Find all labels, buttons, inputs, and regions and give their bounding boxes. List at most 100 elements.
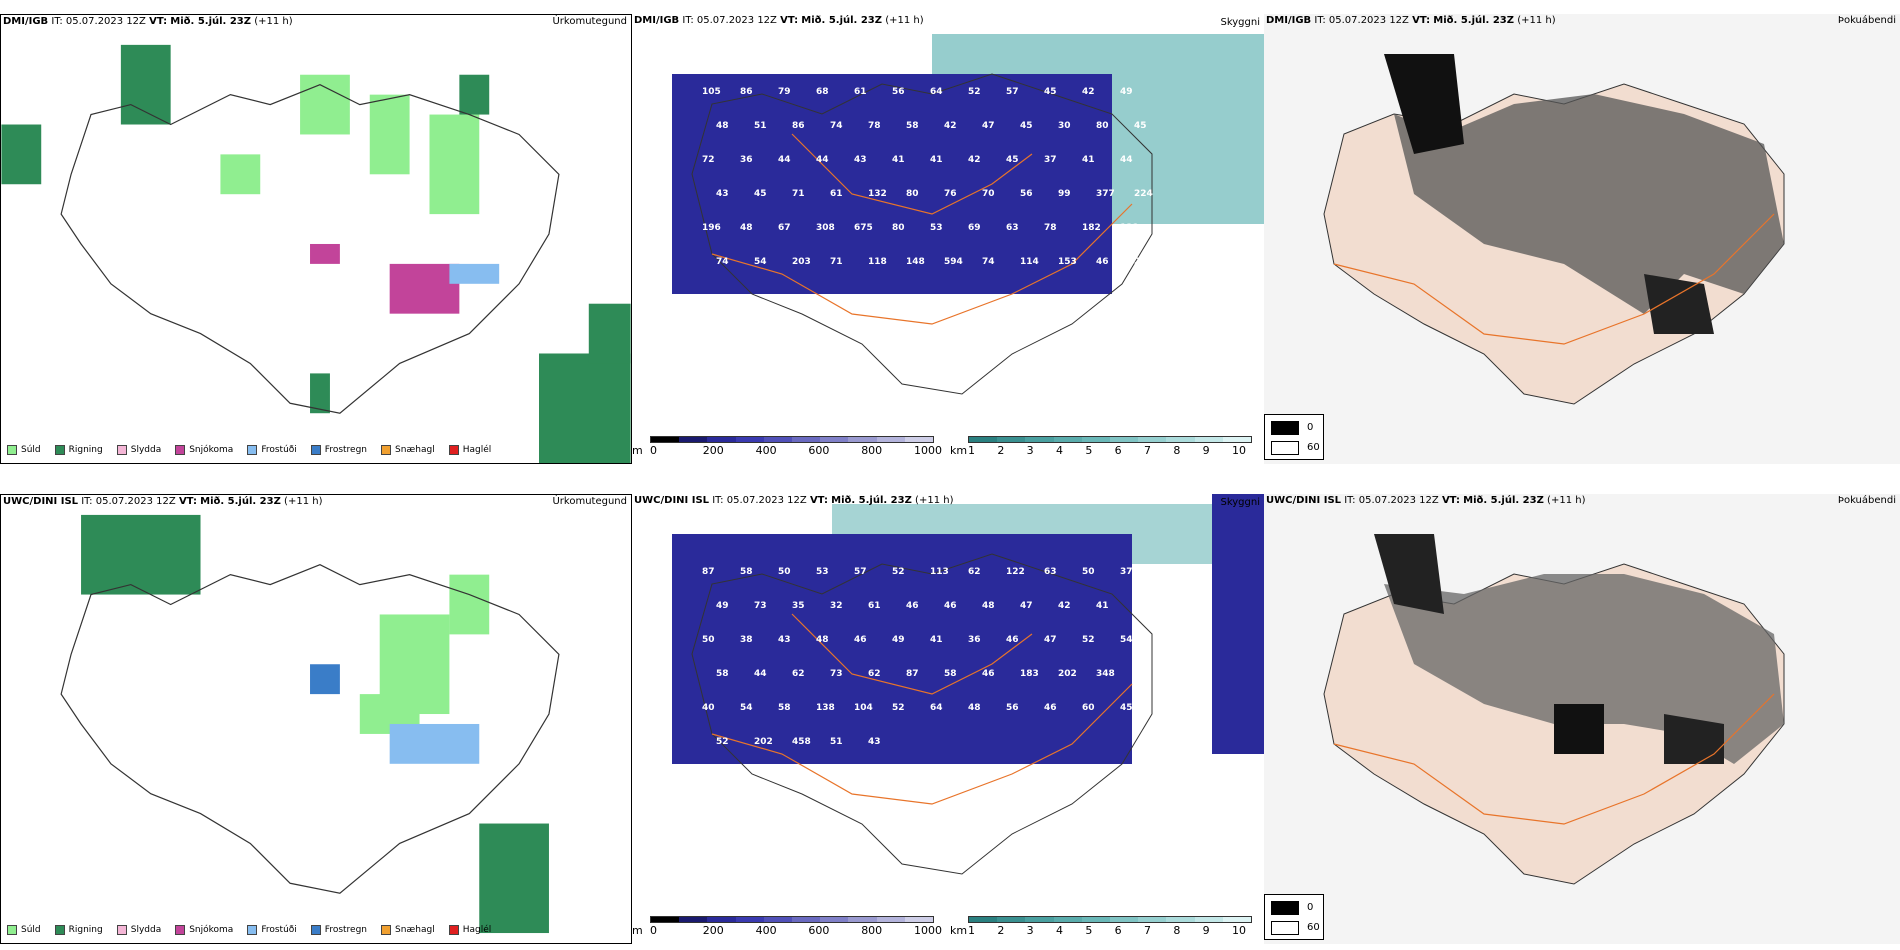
ceiling-value-label: 104 [854,703,873,713]
precip-legend-label: Rigning [68,445,103,455]
lead-time: (+11 h) [915,495,954,506]
visibility-legend-unit-label: km [950,444,968,457]
model-name: UWC/DINI ISL [634,495,710,506]
ceiling-value-label: 182 [1082,223,1101,233]
ceiling-map-svg: 87 58 50 53 57 52 113 62 122 63 50 37 49 73 35 32 61 46 46… [672,494,1264,875]
valid-time: Mið. 5.júl. 23Z [170,16,252,27]
ceiling-value-label: 348 [1096,669,1115,679]
precip-legend-swatch [116,925,127,935]
visibility-legend-color-step [1194,437,1223,442]
ceiling-value-label: 46 [982,669,995,679]
valid-time: Mið. 5.júl. 23Z [1433,15,1515,26]
visibility-legend-color-step [997,917,1026,922]
visibility-legend-color-step [1025,437,1054,442]
visibility-legend-tick-label: 8 [1173,924,1181,937]
ceiling-legend-color-step [707,917,736,922]
precip-shading [1,44,631,463]
ceiling-legend-tick-label: 600 [808,924,830,937]
ceiling-value-label: 49 [892,635,905,645]
iceland-outline [60,84,560,414]
ceiling-value-label: 52 [968,87,981,97]
ceiling-value-label: 37 [1120,567,1133,577]
ceiling-value-label: 45 [1134,121,1147,131]
ceiling-value-label: 45 [754,189,767,199]
precip-type-map-row1: DMI/IGB IT: 05.07.2023 12Z VT: Mið. 5.jú… [0,14,632,464]
ceiling-value-label: 80 [906,189,919,199]
ceiling-value-label: 203 [792,257,811,267]
precip-legend-swatch [247,925,258,935]
ceiling-legend-tick-label: 1000 [914,924,942,937]
ceiling-value-label: 74 [982,257,995,267]
lead-time: (+11 h) [885,15,924,26]
precip-legend: Súld Rigning Slydda Snjókoma Frostúði Frostre… [7,925,491,935]
visibility-legend-color-step [1110,917,1139,922]
ceiling-value-label: 73 [830,669,843,679]
ceiling-value-label: 80 [1096,121,1109,131]
ceiling-value-label: 675 [854,223,873,233]
precip-legend-swatch [310,925,321,935]
visibility-legend-tick-label: 10 [1232,444,1246,457]
ceiling-value-label: 58 [944,669,957,679]
model-name: DMI/IGB [634,15,680,26]
ceiling-value-label: 114 [1020,257,1039,267]
ceiling-value-label: 46 [854,635,867,645]
run-time: IT: 05.07.2023 12Z [81,496,176,507]
model-name: UWC/DINI ISL [3,496,79,507]
lead-time: (+11 h) [254,16,293,27]
ceiling-value-label: 36 [740,155,753,165]
cloud-ceiling-map-row2: 87 58 50 53 57 52 113 62 122 63 50 37 49 73 35 32 61 46 46… [632,494,1264,944]
ceiling-value-label: 43 [868,737,881,747]
ceiling-value-label: 62 [792,669,805,679]
run-time: IT: 05.07.2023 12Z [51,16,146,27]
fog-legend-light-swatch [1271,921,1299,935]
ceiling-value-label: 54 [1134,669,1147,679]
panel-title: UWC/DINI ISL IT: 05.07.2023 12Z VT: Mið.… [1266,494,1585,508]
visibility-legend-color-step [1166,437,1195,442]
ceiling-value-label: 68 [816,87,829,97]
iceland-outline [691,73,1153,395]
visibility-legend-color-step [1025,917,1054,922]
ceiling-legend-tick-label: 600 [808,444,830,457]
visibility-legend-tick-label: 5 [1085,444,1093,457]
ceiling-value-label: 113 [930,567,949,577]
ceiling-legend-tick-label: 1000 [914,444,942,457]
visibility-legend-unit-label: km [950,924,968,937]
ceiling-value-label: 118 [868,257,887,267]
ceiling-value-label: 64 [930,703,943,713]
ceiling-value-label: 58 [716,669,729,679]
precip-shading [81,514,549,934]
precip-legend-label: Frostregn [324,445,368,455]
ceiling-value-label: 183 [1020,669,1039,679]
ceiling-legend-tick-label: 400 [755,444,777,457]
ceiling-value-label: 78 [1044,223,1057,233]
ceiling-value-label: 48 [968,703,981,713]
ceiling-value-label: 132 [868,189,887,199]
ceiling-legend-color-bar [650,436,934,443]
ceiling-value-label: 42 [944,121,957,131]
precip-legend-swatch [7,445,17,455]
visibility-legend-color-step [1053,437,1082,442]
precip-legend-label: Slydda [130,445,162,455]
visibility-legend-color-step [969,437,998,442]
visibility-legend-tick-label: 2 [997,444,1005,457]
ceiling-value-label: 67 [778,223,791,233]
ceiling-value-label: 122 [1006,567,1025,577]
ceiling-value-label: 50 [778,567,791,577]
ceiling-value-label: 56 [892,87,905,97]
ceiling-value-label: 80 [892,223,905,233]
run-time: IT: 05.07.2023 12Z [712,495,807,506]
fog-legend-dark-swatch [1271,901,1299,915]
ceiling-value-label: 52 [1082,635,1095,645]
iceland-outline [691,553,1153,875]
ceiling-value-label: 44 [1120,155,1133,165]
ceiling-legend-color-step [820,917,849,922]
ceiling-labels: 87 58 50 53 57 52 113 62 122 63 50 37 49 73 35 32 61 46 46… [702,567,1147,747]
precip-legend-item: Haglél [448,925,491,935]
precip-legend-item: Súld [7,925,41,935]
ceiling-value-label: 72 [702,155,715,165]
ceiling-value-label: 148 [906,257,925,267]
precip-legend-item: Slydda [116,445,162,455]
precip-legend-swatch [175,925,186,935]
ceiling-value-label: 57 [1006,87,1019,97]
precip-legend-item: Snæhagl [381,925,435,935]
